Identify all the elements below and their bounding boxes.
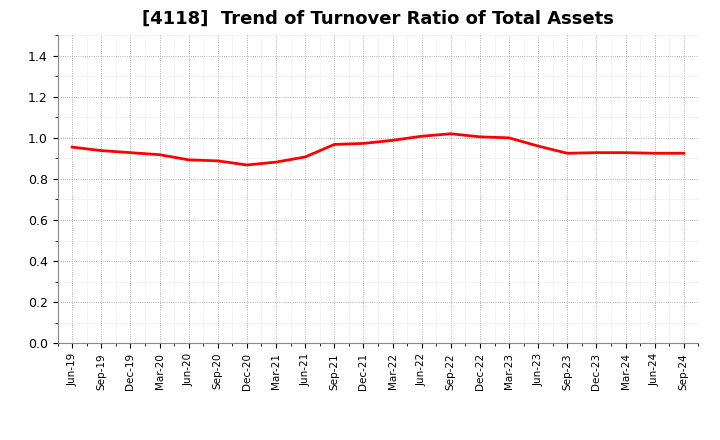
Title: [4118]  Trend of Turnover Ratio of Total Assets: [4118] Trend of Turnover Ratio of Total … [142,10,614,28]
